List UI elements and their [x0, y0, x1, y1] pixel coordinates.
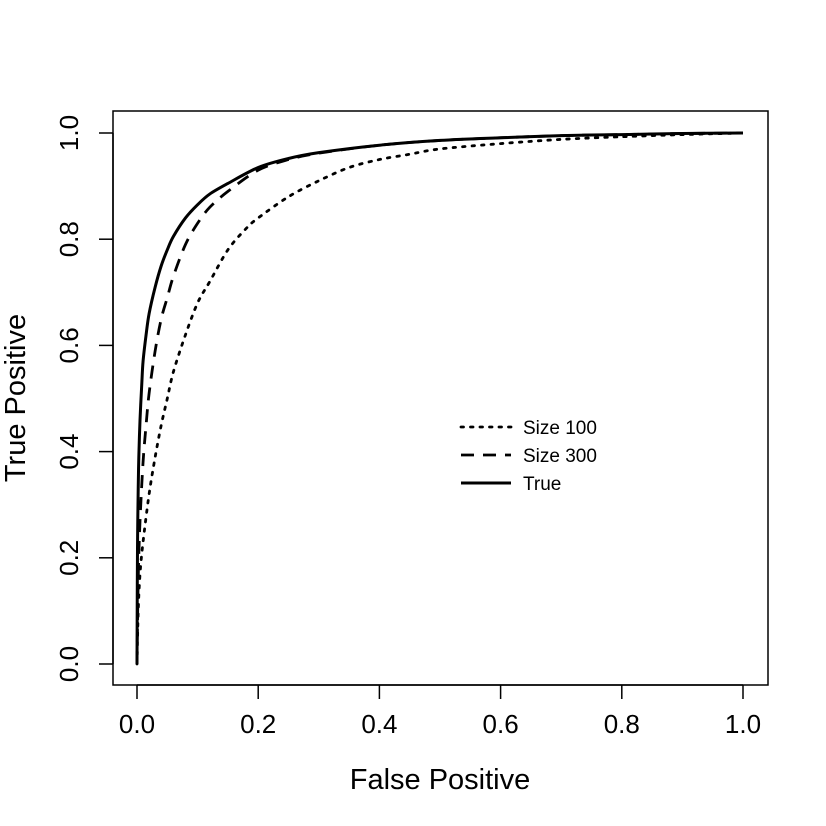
legend-label: Size 100	[523, 418, 597, 439]
series-line-true	[135, 131, 744, 665]
series-line-size-100	[135, 131, 745, 666]
x-tick-label: 0.8	[604, 709, 640, 739]
y-tick-label: 0.8	[54, 221, 84, 257]
legend-label: Size 300	[523, 446, 597, 467]
y-tick-label: 0.0	[54, 646, 84, 682]
series-line-size-300	[135, 131, 744, 665]
legend: Size 100 Size 300 True	[459, 418, 597, 495]
y-tick-label: 0.2	[54, 540, 84, 576]
y-axis-title: True Positive	[0, 314, 32, 482]
plot-frame	[112, 110, 769, 686]
legend-label: True	[523, 474, 561, 495]
x-tick-label: 0.6	[483, 709, 519, 739]
x-axis: 0.0 0.2 0.4 0.6 0.8 1.0	[119, 684, 761, 739]
y-tick-label: 0.6	[54, 327, 84, 363]
x-tick-label: 0.2	[240, 709, 276, 739]
y-axis: 0.0 0.2 0.4 0.6 0.8 1.0	[54, 115, 114, 682]
series-layer	[135, 131, 745, 666]
y-tick-label: 1.0	[54, 115, 84, 151]
x-tick-label: 1.0	[725, 709, 761, 739]
x-tick-label: 0.0	[119, 709, 155, 739]
y-tick-label: 0.4	[54, 434, 84, 470]
x-tick-label: 0.4	[361, 709, 397, 739]
x-axis-title: False Positive	[350, 764, 531, 796]
